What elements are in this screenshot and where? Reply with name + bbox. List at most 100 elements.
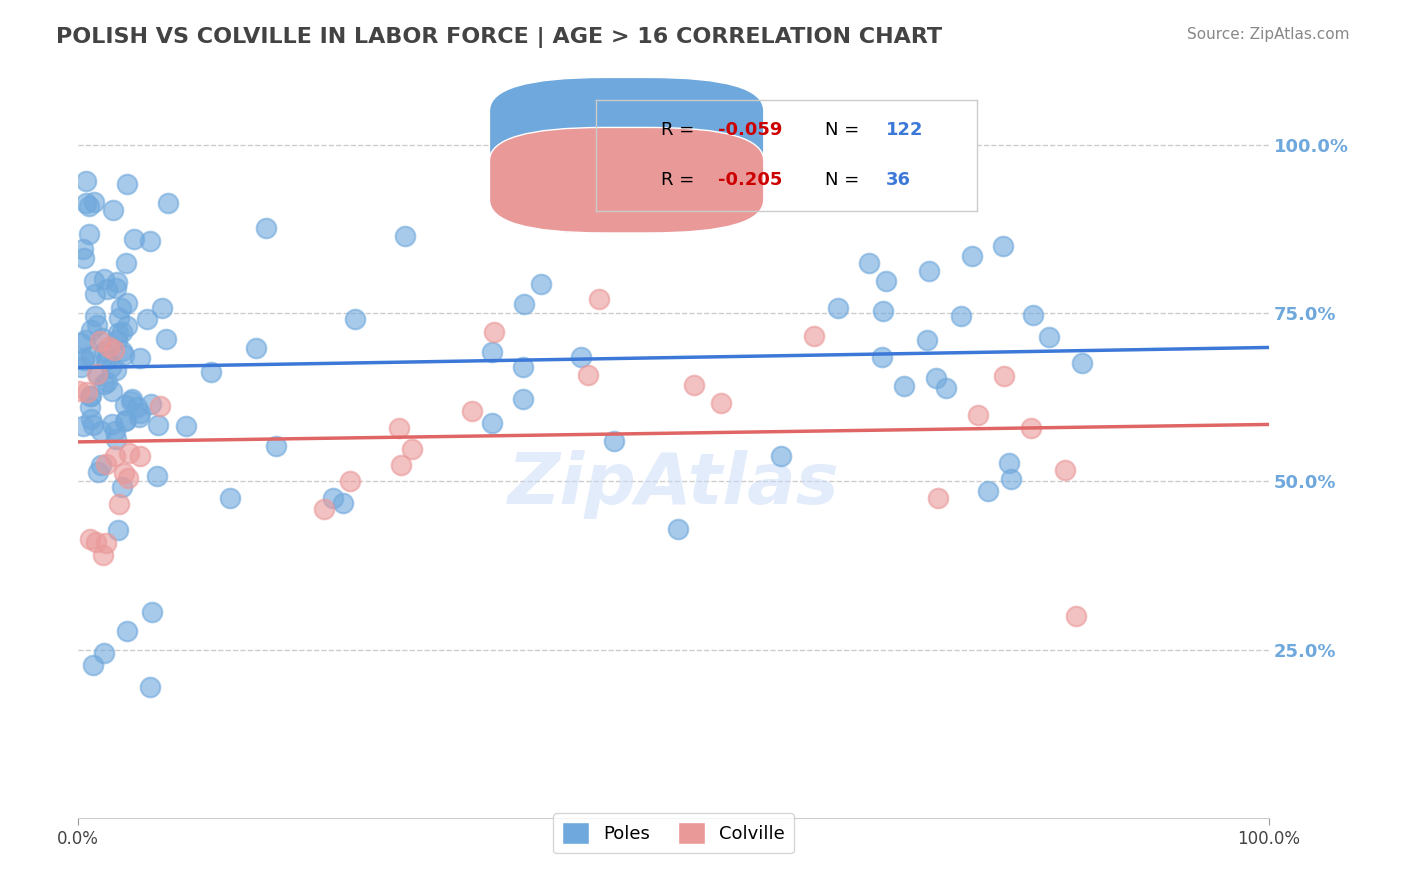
Point <box>76 384 98 399</box>
Point <box>827 301 849 315</box>
Point <box>120 394 142 409</box>
Point <box>129 449 152 463</box>
Point <box>977 483 1000 498</box>
Point <box>512 297 534 311</box>
Text: Source: ZipAtlas.com: Source: ZipAtlas.com <box>1187 27 1350 42</box>
Point <box>79 532 101 546</box>
Point <box>108 311 131 326</box>
Point <box>83 309 105 323</box>
Point <box>122 232 145 246</box>
Point <box>82 657 104 672</box>
Point <box>918 264 941 278</box>
Point <box>576 368 599 382</box>
Point <box>312 501 335 516</box>
Point <box>1021 309 1043 323</box>
Point <box>803 329 825 343</box>
Point <box>512 392 534 406</box>
Point <box>111 480 134 494</box>
Point <box>924 371 946 385</box>
Point <box>84 287 107 301</box>
Point <box>858 255 880 269</box>
Point <box>67 384 90 399</box>
Point <box>82 417 104 432</box>
Point <box>89 334 111 348</box>
Point <box>77 199 100 213</box>
Point <box>96 282 118 296</box>
Point <box>96 352 118 367</box>
Point <box>107 523 129 537</box>
Point <box>512 359 534 374</box>
Point <box>157 196 180 211</box>
Point <box>112 467 135 481</box>
Point <box>101 417 124 431</box>
Point <box>77 227 100 242</box>
Point <box>93 345 115 359</box>
Point <box>117 178 139 192</box>
Point <box>148 418 170 433</box>
Point <box>481 345 503 359</box>
Point <box>96 375 118 389</box>
Point <box>589 190 612 204</box>
Point <box>927 491 949 505</box>
Point <box>94 457 117 471</box>
Legend: Poles, Colville: Poles, Colville <box>553 814 794 854</box>
Point <box>129 406 152 420</box>
Point <box>72 242 94 256</box>
Point <box>332 496 354 510</box>
Point <box>569 350 592 364</box>
Point <box>72 251 94 265</box>
Point <box>254 221 277 235</box>
Point <box>1021 421 1043 435</box>
Point <box>339 474 361 488</box>
Point <box>93 646 115 660</box>
Point <box>683 377 706 392</box>
Point <box>80 349 103 363</box>
Point <box>117 446 139 460</box>
Point <box>769 449 792 463</box>
Point <box>94 536 117 550</box>
Point <box>967 408 990 422</box>
Point <box>75 333 97 347</box>
Point <box>111 343 134 358</box>
Point <box>401 442 423 456</box>
Point <box>141 397 163 411</box>
Point <box>935 381 957 395</box>
Point <box>394 228 416 243</box>
Point <box>115 624 138 638</box>
Point <box>117 470 139 484</box>
Point <box>125 400 148 414</box>
Point <box>79 400 101 414</box>
Point <box>218 491 240 505</box>
Text: POLISH VS COLVILLE IN LABOR FORCE | AGE > 16 CORRELATION CHART: POLISH VS COLVILLE IN LABOR FORCE | AGE … <box>56 27 942 48</box>
Point <box>114 413 136 427</box>
Point <box>666 522 689 536</box>
Point <box>98 340 121 354</box>
Point <box>200 365 222 379</box>
Point <box>80 412 103 426</box>
Point <box>104 363 127 377</box>
Point <box>70 336 93 351</box>
Point <box>84 535 107 549</box>
Point <box>91 548 114 562</box>
Point <box>388 421 411 435</box>
Point <box>555 214 578 228</box>
Point <box>96 352 118 367</box>
Point <box>950 310 973 324</box>
Point <box>872 350 894 364</box>
Point <box>73 352 96 367</box>
Point <box>90 458 112 472</box>
Point <box>90 424 112 438</box>
Point <box>176 418 198 433</box>
Point <box>139 680 162 694</box>
Point <box>993 369 1015 384</box>
Point <box>136 312 159 326</box>
Point <box>75 196 97 211</box>
Point <box>998 456 1021 470</box>
Point <box>83 194 105 209</box>
Point <box>73 351 96 365</box>
Point <box>91 331 114 345</box>
Point <box>129 351 152 365</box>
Point <box>103 343 125 357</box>
Point <box>111 326 134 340</box>
Point <box>875 273 897 287</box>
